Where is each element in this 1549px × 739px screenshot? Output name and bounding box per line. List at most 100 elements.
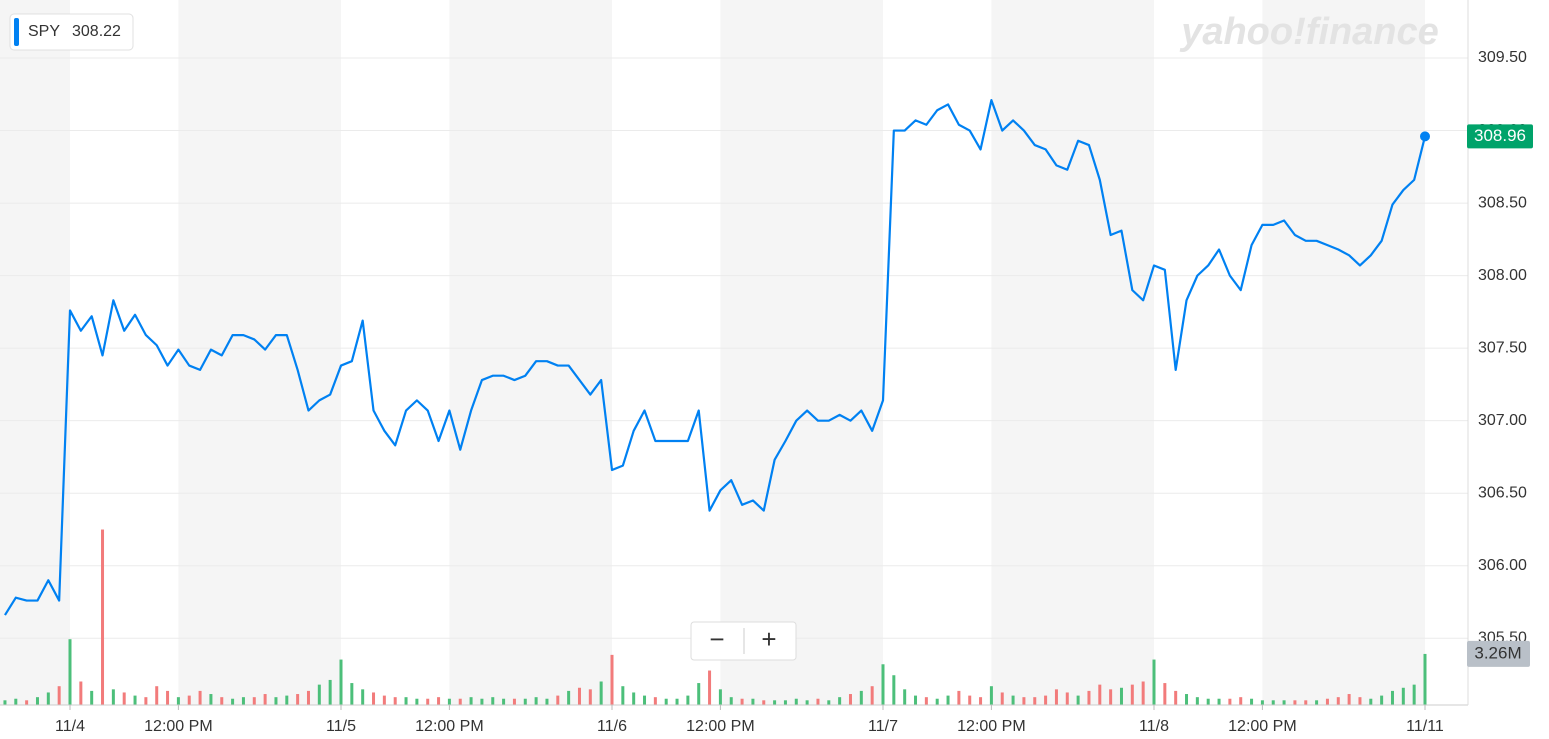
price-line (4, 98, 1430, 616)
volume-bar (1271, 700, 1275, 705)
volume-bar (1250, 698, 1254, 705)
volume-bar (491, 697, 495, 705)
volume-bar (122, 692, 126, 705)
y-tick-label: 307.00 (1478, 412, 1527, 429)
volume-bar (762, 700, 766, 705)
legend-value: 308.22 (72, 23, 121, 40)
volume-bar (870, 686, 874, 705)
price-line (4, 98, 1427, 616)
volume-bar (1293, 700, 1297, 705)
volume-bar (1065, 692, 1069, 705)
volume-bar (231, 698, 235, 705)
volume-bar (1044, 695, 1048, 705)
volume-bar (252, 697, 256, 705)
volume-bar (1109, 689, 1113, 705)
volume-bar (241, 697, 245, 705)
volume-bar (653, 697, 657, 705)
volume-bar (534, 697, 538, 705)
volume-bar (426, 698, 430, 705)
volume-bar (480, 698, 484, 705)
volume-bar (838, 697, 842, 705)
volume-bar (621, 686, 625, 705)
volume-bar (404, 697, 408, 705)
volume-bar (317, 684, 321, 705)
volume-bar (382, 695, 386, 705)
zoom-out-button[interactable]: − (709, 624, 724, 654)
y-tick-label: 308.50 (1478, 194, 1527, 211)
session-band (720, 0, 883, 705)
y-tick-label: 306.50 (1478, 484, 1527, 501)
volume-bar (1195, 697, 1199, 705)
volume-bar (556, 695, 560, 705)
volume-tag-label: 3.26M (1474, 643, 1521, 662)
session-band (0, 0, 70, 705)
volume-bar (3, 700, 7, 705)
volume-bar (751, 698, 755, 705)
volume-bar (328, 679, 332, 705)
volume-bar (469, 697, 473, 705)
x-tick-label: 11/6 (597, 718, 627, 735)
volume-bar (859, 690, 863, 705)
volume-bar (1380, 695, 1384, 705)
volume-bar (1022, 697, 1026, 705)
volume-bar (1152, 659, 1156, 705)
volume-bar (675, 698, 679, 705)
volume-bar (1260, 700, 1264, 705)
volume-bar (708, 670, 712, 705)
volume-bar (1076, 695, 1080, 705)
volume-bar (1119, 687, 1123, 705)
volume-bar (1098, 684, 1102, 705)
volume-tag (1467, 640, 1530, 667)
volume-bar (1390, 690, 1394, 705)
volume-bar (296, 694, 300, 705)
volume-bar (90, 690, 94, 705)
volume-bar (697, 683, 701, 705)
x-tick-label: 11/4 (55, 718, 85, 735)
volume-bar (393, 697, 397, 705)
y-tick-label: 306.00 (1478, 557, 1527, 574)
zoom-in-button[interactable]: + (761, 624, 776, 654)
volume-bar (306, 690, 310, 705)
volume-bar (783, 700, 787, 705)
x-tick-label: 11/5 (326, 718, 356, 735)
legend-label: SPY (28, 23, 60, 40)
x-tick-label: 11/7 (868, 718, 898, 735)
volume-bar (437, 697, 441, 705)
volume-bar (209, 694, 213, 705)
volume-bar (1325, 698, 1329, 705)
volume-bars (3, 529, 1427, 705)
volume-bar (1130, 684, 1134, 705)
volume-bar (1054, 689, 1058, 705)
volume-bar (903, 689, 907, 705)
volume-bar (1087, 690, 1091, 705)
volume-bar (632, 692, 636, 705)
volume-bar (1163, 683, 1167, 705)
session-band (991, 0, 1154, 705)
price-tag (1467, 124, 1533, 149)
volume-bar (372, 692, 376, 705)
volume-bar (176, 697, 180, 705)
volume-bar (989, 686, 993, 705)
volume-bar (718, 689, 722, 705)
volume-bar (924, 697, 928, 705)
volume-bar (794, 698, 798, 705)
volume-bar (1423, 653, 1427, 705)
volume-bar (1217, 698, 1221, 705)
volume-bar (968, 695, 972, 705)
volume-bar (599, 681, 603, 705)
volume-bar (946, 695, 950, 705)
volume-bar (567, 690, 571, 705)
volume-bar (1315, 700, 1319, 705)
legend: SPY 308.22 (9, 13, 134, 51)
x-tick-label: 12:00 PM (1228, 718, 1296, 735)
volume-bar (979, 697, 983, 705)
last-point (1420, 131, 1430, 142)
volume-bar (1239, 697, 1243, 705)
x-tick-label: 11/11 (1406, 718, 1444, 735)
volume-bar (79, 681, 83, 705)
volume-bar (458, 698, 462, 705)
volume-bar (773, 700, 777, 705)
session-band (178, 0, 341, 705)
volume-bar (46, 692, 50, 705)
